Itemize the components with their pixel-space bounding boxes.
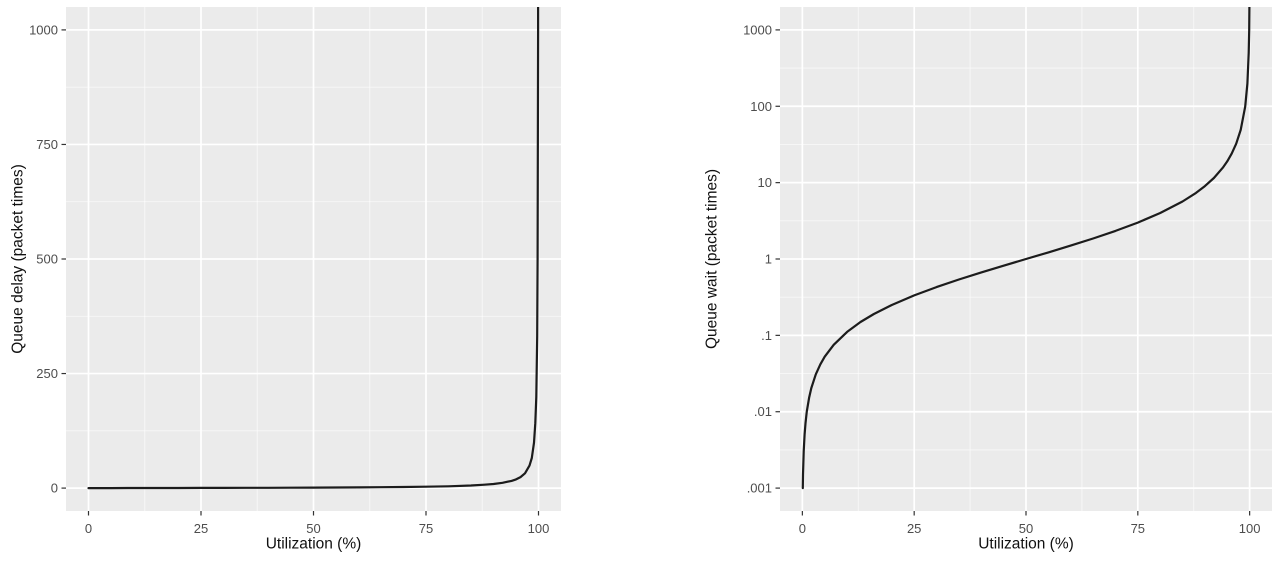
y-tick-label: 1000	[29, 22, 58, 37]
y-tick-label: .1	[761, 328, 772, 343]
x-tick-label: 50	[306, 521, 320, 536]
x-tick-label: 100	[528, 521, 550, 536]
x-axis-title: Utilization (%)	[266, 536, 362, 553]
y-tick-label: 100	[750, 99, 772, 114]
x-tick-label: 0	[85, 521, 92, 536]
y-tick-label: 500	[36, 252, 58, 267]
x-tick-label: 50	[1019, 521, 1033, 536]
y-tick-label: 250	[36, 366, 58, 381]
y-tick-label: .01	[754, 404, 772, 419]
x-tick-label: 75	[419, 521, 433, 536]
queue-wait-curve	[801, 7, 1251, 490]
y-axis-title: Queue delay (packet times)	[10, 164, 27, 354]
y-tick-label: .001	[747, 481, 772, 496]
y-tick-label: 0	[51, 481, 58, 496]
queue-delay-curve	[87, 7, 540, 490]
x-tick-label: 75	[1131, 521, 1145, 536]
y-tick-label: 10	[758, 175, 772, 190]
x-tick-label: 0	[799, 521, 806, 536]
y-axis-title: Queue wait (packet times)	[704, 169, 721, 349]
y-tick-label: 1000	[743, 22, 772, 37]
x-tick-label: 25	[194, 521, 208, 536]
x-axis-title: Utilization (%)	[978, 536, 1074, 553]
chart-queue-wait-log: 0 25 50 75 100 1000 100 10 1 .1 .01 .001 Utilization…	[704, 7, 1272, 553]
y-tick-label: 1	[765, 252, 772, 267]
x-tick-label: 100	[1239, 521, 1261, 536]
y-tick-label: 750	[36, 137, 58, 152]
x-tick-label: 25	[907, 521, 921, 536]
